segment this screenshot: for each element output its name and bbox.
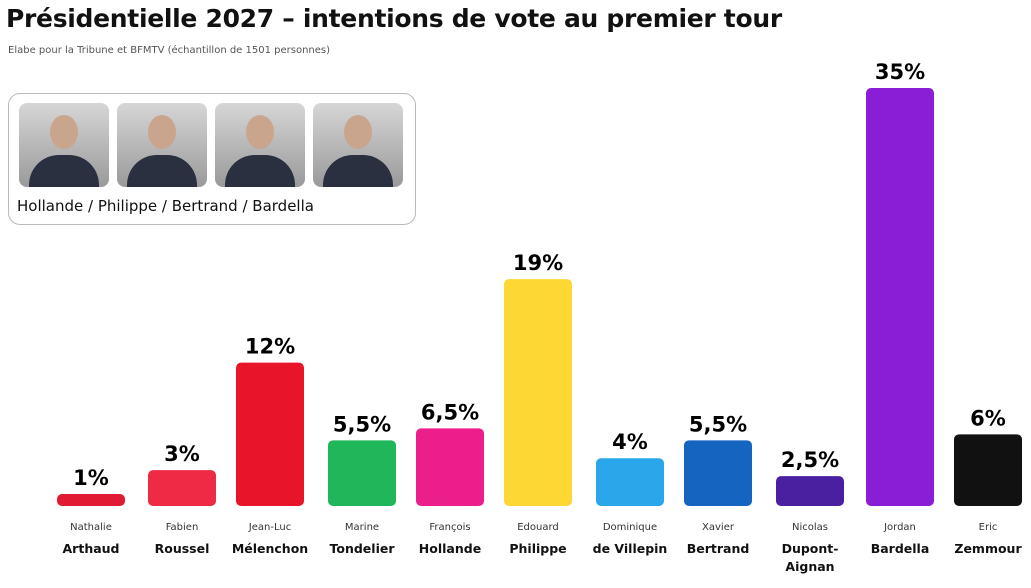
candidate-first-name: Marine — [344, 522, 380, 533]
candidate-first-name: Eric — [978, 522, 998, 533]
data-label: 2,5% — [781, 448, 839, 472]
candidate-last-name: Bardella — [870, 541, 930, 556]
bar-bardella — [866, 88, 934, 506]
candidate-last-name: Philippe — [509, 541, 567, 556]
candidate-first-name: Fabien — [165, 522, 199, 533]
chart-title: Présidentielle 2027 – intentions de vote… — [6, 4, 782, 33]
photo-bardella — [313, 103, 403, 187]
photo-bertrand — [215, 103, 305, 187]
candidate-first-name: Dominique — [602, 522, 658, 533]
bar-dupont-aignan — [776, 476, 844, 506]
bar-mélenchon — [236, 362, 304, 506]
bar-bertrand — [684, 440, 752, 506]
data-label: 12% — [245, 335, 295, 359]
chart-subtitle: Elabe pour la Tribune et BFMTV (échantil… — [8, 45, 331, 56]
data-label: 3% — [164, 442, 200, 466]
data-label: 19% — [513, 251, 563, 275]
bar-philippe — [504, 279, 572, 506]
photo-hollande — [19, 103, 109, 187]
bar-hollande — [416, 428, 484, 506]
candidate-first-name: Nathalie — [70, 522, 112, 533]
candidate-last-name: Tondelier — [329, 541, 395, 556]
hypothesis-caption: Hollande / Philippe / Bertrand / Bardell… — [17, 197, 314, 215]
candidate-last-name: Hollande — [418, 541, 482, 556]
photo-philippe — [117, 103, 207, 187]
data-label: 1% — [73, 466, 109, 490]
bar-tondelier — [328, 440, 396, 506]
candidate-last-name: de Villepin — [592, 541, 668, 556]
candidate-first-name: François — [429, 522, 471, 533]
data-label: 6% — [970, 406, 1006, 430]
candidate-last-name: Mélenchon — [231, 541, 309, 556]
candidate-first-name: Nicolas — [792, 522, 828, 533]
data-label: 6,5% — [421, 400, 479, 424]
candidate-last-name: Roussel — [154, 541, 210, 556]
bar-zemmour — [954, 434, 1022, 506]
bar-roussel — [148, 470, 216, 506]
data-label: 5,5% — [333, 412, 391, 436]
candidate-first-name: Jean-Luc — [248, 522, 292, 533]
candidate-last-name: Dupont- Aignan — [781, 541, 839, 574]
bar-arthaud — [57, 494, 125, 506]
candidate-first-name: Edouard — [517, 522, 559, 533]
candidate-last-name: Bertrand — [686, 541, 750, 556]
candidate-first-name: Jordan — [884, 522, 916, 533]
data-label: 4% — [612, 430, 648, 454]
hypothesis-box: Hollande / Philippe / Bertrand / Bardell… — [8, 93, 416, 225]
candidate-last-name: Arthaud — [62, 541, 120, 556]
candidate-first-name: Xavier — [702, 522, 734, 533]
bar-de-villepin — [596, 458, 664, 506]
data-label: 35% — [875, 60, 925, 84]
candidate-last-name: Zemmour — [954, 541, 1022, 556]
data-label: 5,5% — [689, 412, 747, 436]
